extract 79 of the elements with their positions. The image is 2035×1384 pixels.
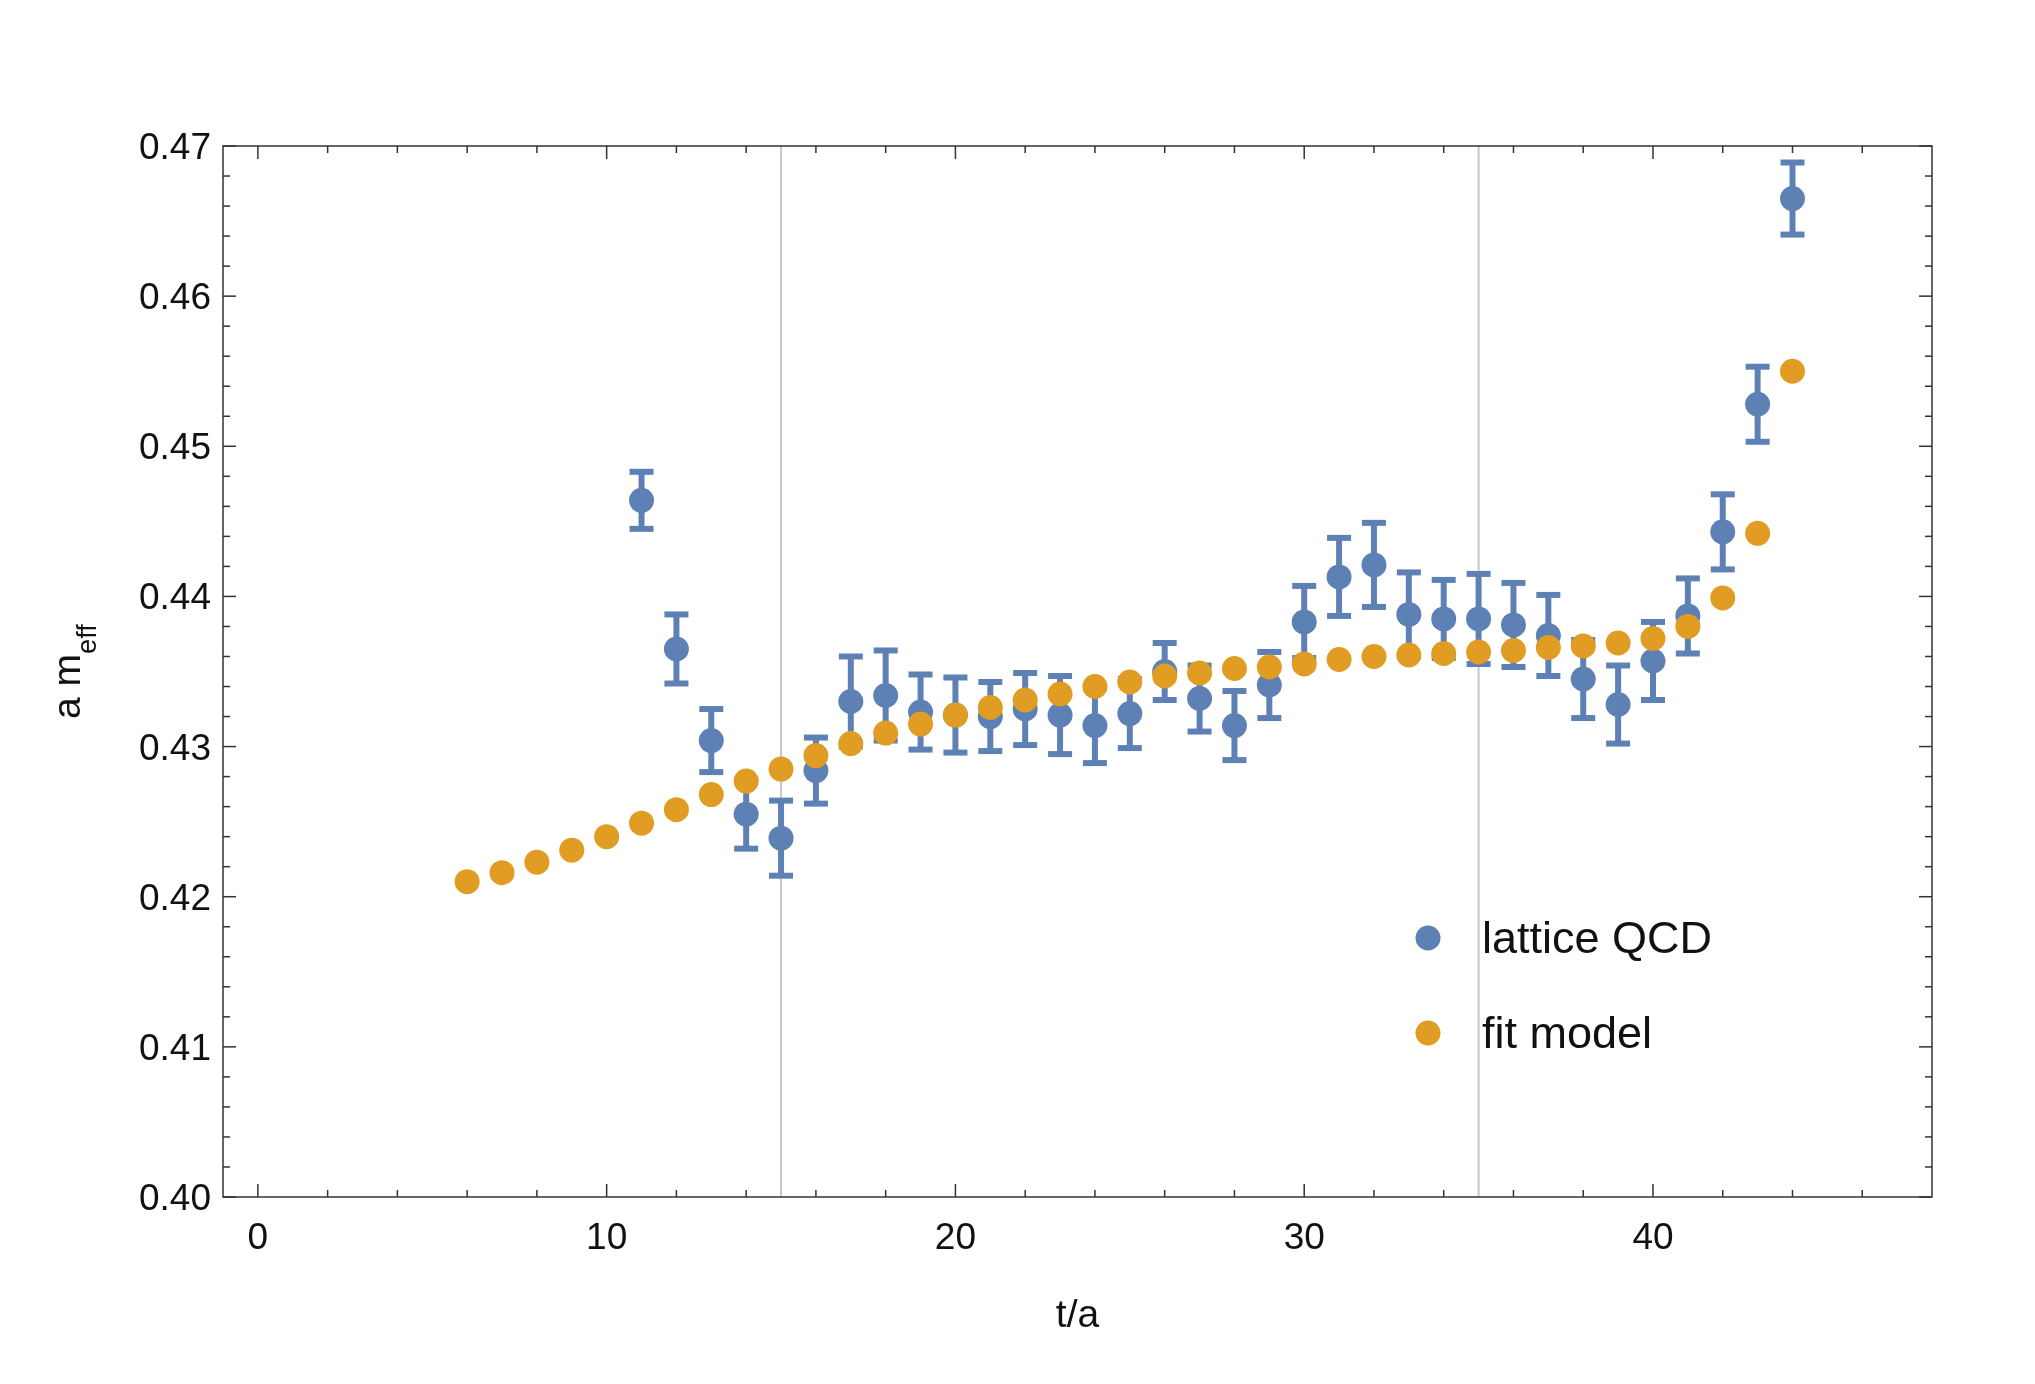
point (524, 849, 550, 875)
point (1117, 701, 1143, 727)
point (1466, 639, 1492, 665)
point (1640, 648, 1666, 674)
point (768, 756, 794, 782)
point (1779, 186, 1805, 212)
point (1082, 674, 1108, 699)
point (1187, 660, 1213, 686)
point (1710, 519, 1736, 545)
x-tick-label: 30 (1283, 1216, 1325, 1257)
point (698, 782, 724, 808)
point (1152, 663, 1178, 689)
point (908, 711, 934, 737)
point (1640, 625, 1666, 651)
x-tick-label: 40 (1632, 1216, 1674, 1257)
point (1291, 651, 1317, 677)
point (1396, 601, 1422, 627)
point (1221, 656, 1247, 681)
x-tick-label: 10 (586, 1216, 628, 1257)
point (733, 801, 759, 827)
point (1500, 612, 1526, 638)
point (1431, 641, 1457, 666)
point (489, 860, 515, 886)
point (1082, 713, 1108, 739)
point (1326, 647, 1352, 672)
y-tick-label: 0.40 (138, 1177, 211, 1218)
y-tick-label: 0.47 (138, 126, 211, 167)
x-axis-title: t/a (1055, 1292, 1100, 1335)
point (1291, 609, 1317, 635)
point (1570, 666, 1596, 692)
point (1535, 635, 1561, 660)
point (838, 731, 864, 757)
point (1256, 654, 1282, 680)
point (698, 728, 724, 754)
point (629, 810, 655, 836)
legend-label: fit model (1482, 1007, 1653, 1058)
point (663, 797, 689, 823)
point (1047, 702, 1073, 728)
y-tick-label: 0.42 (138, 876, 211, 918)
point (1326, 564, 1352, 590)
point (559, 837, 585, 863)
y-tick-label: 0.41 (138, 1026, 211, 1068)
y-tick-label: 0.45 (138, 426, 211, 468)
y-tick-label: 0.46 (138, 276, 211, 318)
point (977, 695, 1003, 721)
point (838, 689, 864, 714)
point (1187, 686, 1213, 711)
point (873, 683, 899, 708)
legend-label: lattice QCD (1482, 912, 1713, 963)
point (1221, 713, 1247, 739)
point (873, 720, 899, 746)
point (1361, 644, 1387, 669)
point (1431, 606, 1457, 632)
point (1396, 642, 1422, 668)
point (1570, 633, 1596, 659)
point (1117, 669, 1143, 695)
x-tick-label: 20 (934, 1216, 977, 1257)
point (1675, 613, 1701, 639)
point (454, 869, 480, 895)
y-tick-label: 0.44 (138, 576, 211, 618)
point (594, 824, 620, 850)
point (1605, 692, 1631, 718)
point (1745, 391, 1771, 417)
point (1047, 681, 1073, 707)
point (1500, 638, 1526, 663)
point (1779, 358, 1805, 384)
point (1012, 687, 1038, 713)
point (663, 636, 689, 662)
point (733, 768, 759, 794)
point (1466, 606, 1492, 632)
point (803, 743, 829, 769)
point (629, 487, 655, 513)
y-tick-label: 0.43 (138, 726, 211, 768)
point (1361, 552, 1387, 578)
point (1745, 520, 1771, 546)
point (1710, 585, 1736, 611)
x-tick-label: 0 (247, 1216, 269, 1257)
point (768, 825, 794, 851)
point (1605, 630, 1631, 656)
